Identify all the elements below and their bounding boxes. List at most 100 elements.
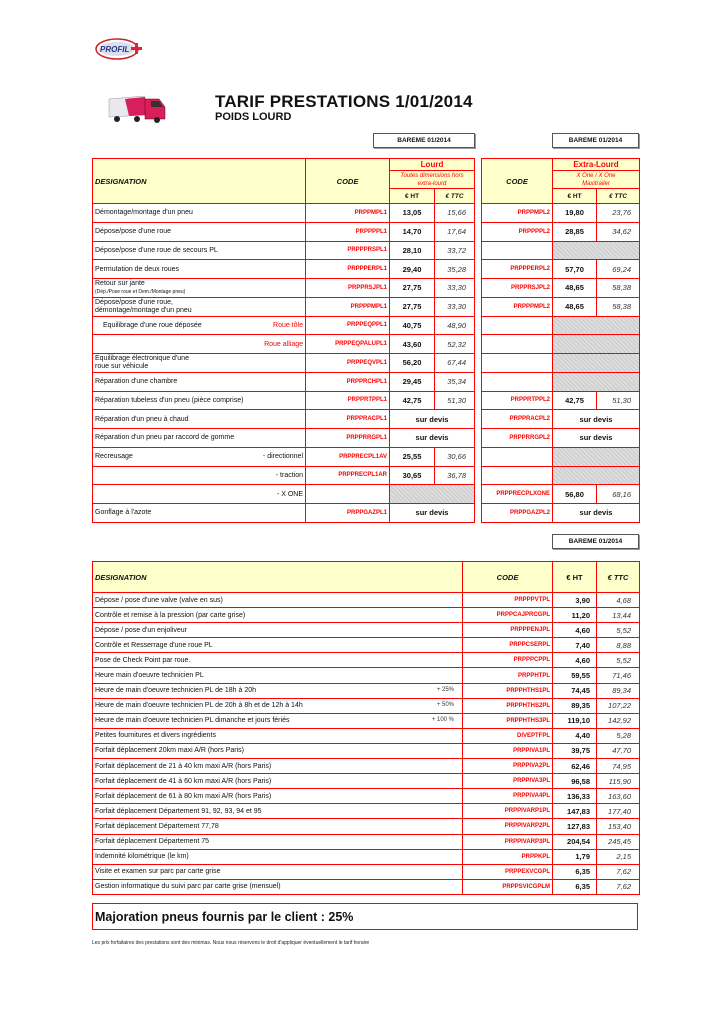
table-row: Forfait déplacement Département 91, 92, … [92,803,640,820]
code-extra-lourd: PRPPRRGPL2 [481,428,554,448]
designation-text: Dépose/pose d'une roue [95,228,172,236]
code-extra-lourd [481,353,554,373]
designation-cell: Gestion informatique du suivi parc par c… [92,878,463,895]
designation-cell: Dépose / pose d'une valve (valve en sus) [92,591,463,609]
designation-cell: Permutation de deux roues [92,259,306,279]
price-ttc-lourd: 33,30 [433,296,476,317]
table-row: Dépose / pose d'une valve (valve en sus)… [92,591,640,609]
designation-text: Forfait déplacement de 21 à 40 km maxi A… [95,762,272,770]
designation-text: Petites fournitures et divers ingrédient… [95,732,217,740]
extra-subtitle: X One / X One Maxitrailer [552,170,641,189]
designation-text: Dépose/pose d'une roue, [95,298,174,306]
designation-cell: Visite et examen sur parc par carte gris… [92,863,463,880]
price-ht: 6,35 [552,878,597,895]
designation-text: Dépose/pose d'une roue de secours PL [95,246,218,254]
designation-cell: Contrôle et remise à la pression (par ca… [92,607,463,624]
code-cell: PRPPCSERPL [462,637,553,654]
code-cell: PRPPIVA4PL [462,788,553,805]
ht-header-extra: € HT [552,188,598,204]
code-extra-lourd: PRPPPERPL2 [481,259,554,279]
table-row: Petites fournitures et divers ingrédient… [92,727,640,744]
price-ht-extra: 19,80 [552,203,598,223]
price-ttc: 245,45 [596,833,640,850]
table-row: + 100 % Heure de main d'oeuvre technicien… [92,712,640,729]
price-ttc-extra: 34,62 [596,221,641,242]
price-ht-lourd: 27,75 [389,296,435,317]
designation-cell: Dépose/pose d'une roue, démontage/montage… [92,296,306,317]
not-applicable-cell [388,484,476,504]
code-lourd: PRPPRECPL1AV [305,446,390,467]
price-ttc: 5,52 [596,652,640,669]
designation-sublabel: Roue tôle [273,321,303,329]
column-gap [475,222,482,241]
code-lourd: PRPPRTPPL1 [305,390,390,411]
designation-text: Equilibrage d'une roue déposée [103,321,202,329]
price-ht: 119,10 [552,712,597,729]
table-row: Permutation de deux roues PRPPPERPL1 29,40… [92,259,641,279]
price-ht-lourd: 42,75 [389,390,435,411]
price-ht: 74,45 [552,682,597,699]
designation-cell: Forfait déplacement de 41 à 60 km maxi A… [92,773,463,790]
table-row: Equilibrage électronique d'une roue sur v… [92,353,641,373]
designation-text: Visite et examen sur parc par carte gris… [95,868,221,876]
price-ht: 204,54 [552,833,597,850]
price-ttc: 7,62 [596,863,640,880]
price-ht-lourd: 14,70 [389,221,435,242]
column-gap [475,316,482,335]
designation-text: Pose de Check Point par roue. [95,656,191,664]
price-ttc-lourd: 51,30 [433,390,476,411]
column-gap [475,241,482,260]
table-row: Forfait déplacement Département 75 PRPPIV… [92,833,640,850]
designation-text: Forfait déplacement Département 77,78 [95,822,219,830]
price-on-quote: sur devis [388,409,476,429]
price-ht: 62,46 [552,758,597,775]
price-ttc: 7,62 [596,878,640,895]
column-gap [475,335,482,354]
price-on-quote: sur devis [388,503,476,523]
code-lourd: PRPPRACPL1 [305,409,390,429]
lourd-header: Lourd [388,158,476,171]
table-row: + 25% Heure de main d'oeuvre technicien P… [92,682,640,699]
page-title: TARIF PRESTATIONS 1/01/2014 [215,92,473,111]
price-ht-extra: 48,65 [552,278,598,298]
designation-text: Forfait déplacement de 41 à 60 km maxi A… [95,777,272,785]
code-extra-lourd [481,446,554,467]
price-ht: 147,83 [552,803,597,820]
price-ht: 7,40 [552,637,597,654]
price-ttc: 74,95 [596,758,640,775]
price-ttc: 177,40 [596,803,640,820]
code-cell: PRPPIVARP1PL [462,803,553,820]
code-cell: PRPPIVA3PL [462,773,553,790]
designation-cell: Roue tôle Equilibrage d'une roue déposée [92,315,306,336]
designation-text: Forfait déplacement Département 75 [95,838,210,846]
price-ht: 4,40 [552,727,597,744]
code-extra-lourd: PRPPRACPL2 [481,409,554,429]
code-cell: PRPPEXVCGPL [462,863,553,880]
code-extra-lourd: PRPPGAZPL2 [481,503,554,523]
designation-cell: Dépose / pose d'un enjoliveur [92,622,463,639]
designation-header: DESIGNATION [92,561,463,593]
code-cell: PRPPIVARP2PL [462,818,553,835]
price-on-quote: sur devis [552,409,641,429]
price-ttc: 89,34 [596,682,640,699]
price-ht: 3,90 [552,591,597,609]
ht-header: € HT [389,188,435,204]
table-row: Forfait déplacement de 21 à 40 km maxi A… [92,758,640,775]
designation-text: Dépose / pose d'une valve (valve en sus) [95,596,223,604]
code-cell: PRPPKPL [462,848,553,865]
lourd-subtitle: Toutes dimensions hors extra-lourd [388,170,476,189]
designation-cell: Roue alliage [92,334,306,354]
bareme-label-extra: BAREME 01/2014 [552,133,639,148]
price-ttc-lourd: 33,72 [433,240,476,261]
table-row: - X ONE PRPPRECPLXONE 56,80 68,16 [92,484,641,504]
designation-cell: Forfait déplacement Département 75 [92,833,463,850]
table-row: - traction PRPPRECPL1AR 30,65 36,78 [92,465,641,486]
price-ttc-extra: 58,38 [596,296,641,317]
code-lourd: PRPPRSJPL1 [305,278,390,298]
price-ttc: 4,68 [596,591,640,609]
code-extra-lourd: PRPPMPL2 [481,203,554,223]
designation-cell: + 50% Heure de main d'oeuvre technicien P… [92,697,463,714]
code-cell: PRPPHTHS2PL [462,697,553,714]
price-ht-lourd: 28,10 [389,240,435,261]
code-cell: PRPPPCPPL [462,652,553,669]
